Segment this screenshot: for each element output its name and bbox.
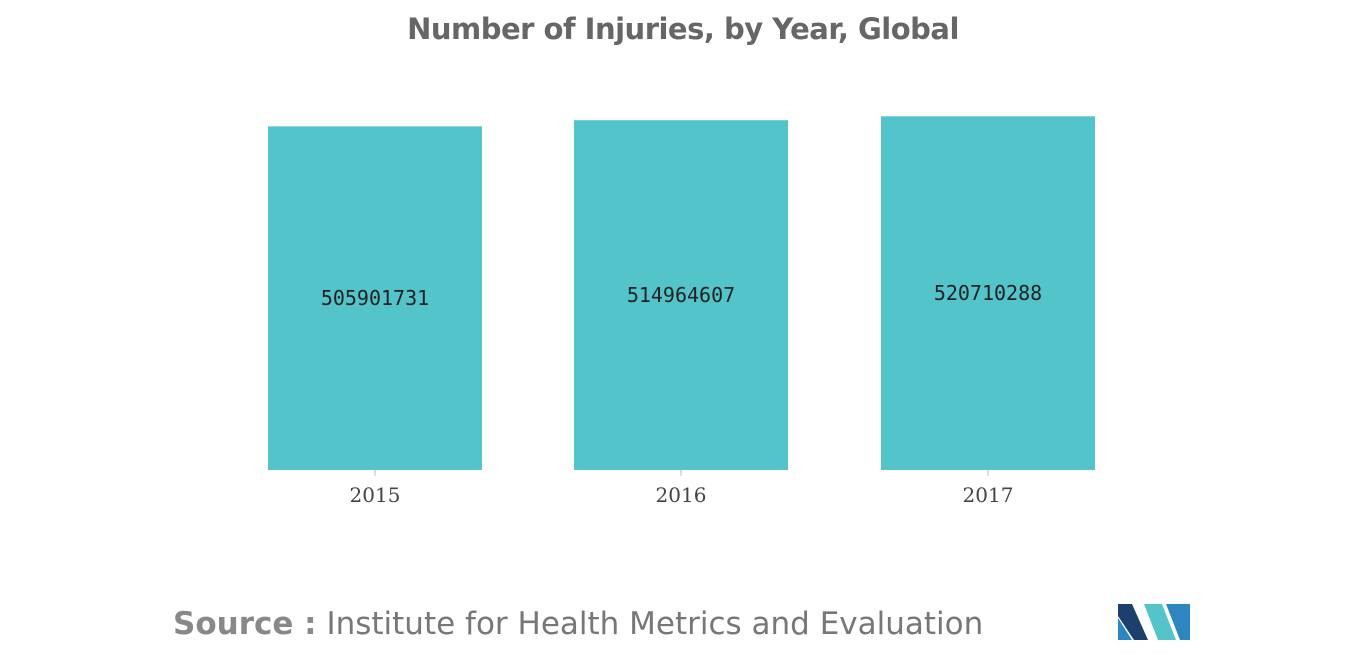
logo-shape-4 — [1166, 604, 1190, 640]
bars-layer — [268, 116, 1095, 471]
x-tick-label: 2017 — [963, 483, 1014, 507]
x-axis: 2015 2016 2017 — [350, 470, 1014, 507]
logo-shape-1 — [1118, 604, 1148, 640]
value-labels: 505901731 514964607 520710288 — [321, 281, 1042, 310]
x-tick-label: 2016 — [656, 483, 707, 507]
logo-shape-3 — [1144, 604, 1176, 640]
source-note: Source : Institute for Health Metrics an… — [173, 606, 983, 642]
chart-title: Number of Injuries, by Year, Global — [407, 12, 959, 46]
bar-2017 — [881, 116, 1095, 470]
mordor-intelligence-logo-icon — [1118, 604, 1190, 640]
source-label: Source : — [173, 606, 317, 642]
bar-2016 — [574, 120, 788, 471]
bar-value-label: 514964607 — [627, 283, 735, 307]
source-text: Institute for Health Metrics and Evaluat… — [326, 606, 984, 642]
bar-2015 — [268, 126, 482, 470]
bar-value-label: 520710288 — [934, 281, 1042, 305]
x-tick-label: 2015 — [350, 483, 401, 507]
bar-value-label: 505901731 — [321, 286, 429, 310]
logo-shape-2 — [1118, 618, 1132, 640]
bar-chart: 2015 2016 2017 505901731 514964607 520710288 — [268, 116, 1095, 507]
